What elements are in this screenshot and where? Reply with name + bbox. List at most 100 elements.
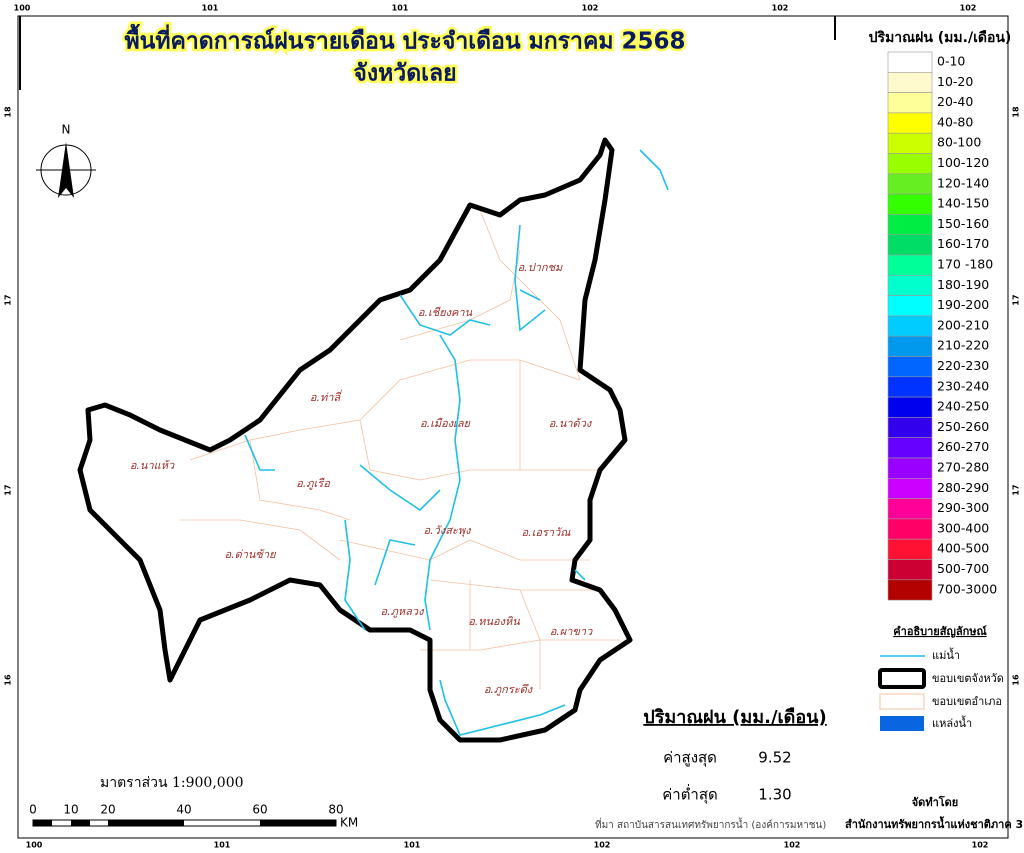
district-label: อ.ผาขาว <box>550 625 593 638</box>
coord-label: 17 <box>4 294 13 305</box>
legend-swatch <box>887 274 933 296</box>
legend-label: 100-120 <box>937 155 989 170</box>
map-title: พื้นที่คาดการณ์ฝนรายเดือน ประจำเดือน มกร… <box>124 24 685 55</box>
legend-swatch <box>887 559 933 581</box>
legend-label: 120-140 <box>937 175 989 190</box>
scale-tick-label: 80 <box>328 803 343 817</box>
coord-label: 17 <box>4 484 13 495</box>
district-label: อ.เชียงคาน <box>418 306 473 319</box>
stats-title: ปริมาณฝน (มม./เดือน) <box>643 707 826 728</box>
legend-swatch <box>887 92 933 114</box>
coord-label: 100 <box>26 841 43 850</box>
coord-label: 102 <box>772 4 789 13</box>
scale-tick-label: 60 <box>252 803 267 817</box>
scale-tick-label: 0 <box>29 803 37 817</box>
legend-swatch <box>887 477 933 499</box>
legend-label: 80-100 <box>937 135 981 150</box>
legend-swatch <box>887 254 933 276</box>
district-label: อ.นาแห้ว <box>130 459 175 472</box>
legend-swatch <box>887 295 933 317</box>
scale-unit: KM <box>340 816 358 830</box>
legend-label: 270-280 <box>937 460 989 475</box>
water-symbol <box>880 716 924 731</box>
legend-label: 20-40 <box>937 94 973 109</box>
symbol-label: ขอบเขตอำเภอ <box>932 695 1002 708</box>
legend-label: 210-220 <box>937 338 989 353</box>
district-label: อ.ปากชม <box>518 261 563 274</box>
district-label: อ.ภูหลวง <box>381 605 426 618</box>
coord-label: 102 <box>960 4 977 13</box>
legend-swatch <box>887 437 933 459</box>
coord-label: 16 <box>4 674 13 686</box>
legend-swatch <box>887 51 933 73</box>
legend-label: 190-200 <box>937 297 989 312</box>
frame <box>17 15 1009 839</box>
legend-label: 230-240 <box>937 378 989 393</box>
legend-label: 260-270 <box>937 439 989 454</box>
province-symbol <box>878 668 926 689</box>
symbol-label: แหล่งน้ำ <box>932 715 972 730</box>
legend-label: 240-250 <box>937 399 989 414</box>
legend-label: 700-3000 <box>937 581 997 596</box>
coord-label: 101 <box>202 4 219 13</box>
legend: 0-10 10-20 20-40 40-80 80-100 100-120 120-140 1… <box>887 51 997 601</box>
scale-tick-label: 40 <box>176 803 191 817</box>
legend-label: 170 -180 <box>937 257 993 272</box>
coord-label: 102 <box>582 4 599 13</box>
coord-label: 102 <box>594 841 611 850</box>
scale-text: มาตราส่วน 1:900,000 <box>100 775 244 791</box>
rivers <box>244 149 669 736</box>
max-value: 9.52 <box>758 749 791 767</box>
coord-label: 101 <box>214 841 231 850</box>
district-boundaries <box>180 209 620 690</box>
north-label: N <box>62 123 71 137</box>
district-label: อ.วังสะพุง <box>424 524 473 537</box>
district-symbol <box>879 693 925 710</box>
legend-swatch <box>887 214 933 235</box>
made-by: สำนักงานทรัพยากรน้ำแห่งชาติภาค 3 <box>845 816 1023 831</box>
legend-label: 0-10 <box>937 54 965 69</box>
coord-label: 101 <box>392 4 409 13</box>
made-by-label: จัดทำโดย <box>912 795 959 809</box>
coord-label: 18 <box>1012 106 1021 118</box>
legend-label: 10-20 <box>937 74 973 89</box>
scale-tick-label: 10 <box>63 803 78 817</box>
legend-swatch <box>887 335 933 357</box>
min-value: 1.30 <box>758 786 791 804</box>
legend-swatch <box>887 72 933 93</box>
legend-label: 250-260 <box>937 419 989 434</box>
legend-swatch <box>887 417 933 438</box>
legend-swatch <box>887 538 933 560</box>
legend-label: 220-230 <box>937 358 989 373</box>
coord-label: 102 <box>972 841 989 850</box>
coord-label: 101 <box>404 841 421 850</box>
district-label: อ.ภูเรือ <box>296 477 330 490</box>
legend-label: 180-190 <box>937 277 989 292</box>
province-boundary <box>77 137 633 743</box>
symbol-legend-title: คำอธิบายสัญลักษณ์ <box>893 625 987 638</box>
district-label: อ.เอราวัณ <box>522 526 572 539</box>
legend-title: ปริมาณฝน (มม./เดือน) <box>869 30 1012 46</box>
legend-label: 280-290 <box>937 480 989 495</box>
legend-label: 200-210 <box>937 317 989 332</box>
legend-swatch <box>887 518 933 540</box>
source: ที่มา สถาบันสารสนเทศทรัพยากรน้ำ (องค์การ… <box>595 817 826 831</box>
district-label: อ.ท่าลี่ <box>310 389 342 404</box>
district-label: อ.ด่านซ้าย <box>224 548 277 561</box>
district-label: อ.นาด้วง <box>549 417 593 430</box>
district-label: อ.ภูกระดึง <box>484 683 534 696</box>
legend-swatch <box>887 498 933 520</box>
legend-label: 150-160 <box>937 216 989 231</box>
legend-label: 290-300 <box>937 500 989 515</box>
scale-tick-label: 20 <box>100 803 115 817</box>
legend-swatch <box>887 112 933 134</box>
coord-label: 17 <box>1012 484 1021 495</box>
symbol-label: แม่น้ำ <box>932 647 960 662</box>
coord-label: 16 <box>1012 674 1021 686</box>
legend-label: 40-80 <box>937 114 973 129</box>
scale-bar <box>32 819 337 827</box>
legend-label: 500-700 <box>937 561 989 576</box>
legend-label: 300-400 <box>937 520 989 535</box>
legend-swatch <box>887 132 933 154</box>
